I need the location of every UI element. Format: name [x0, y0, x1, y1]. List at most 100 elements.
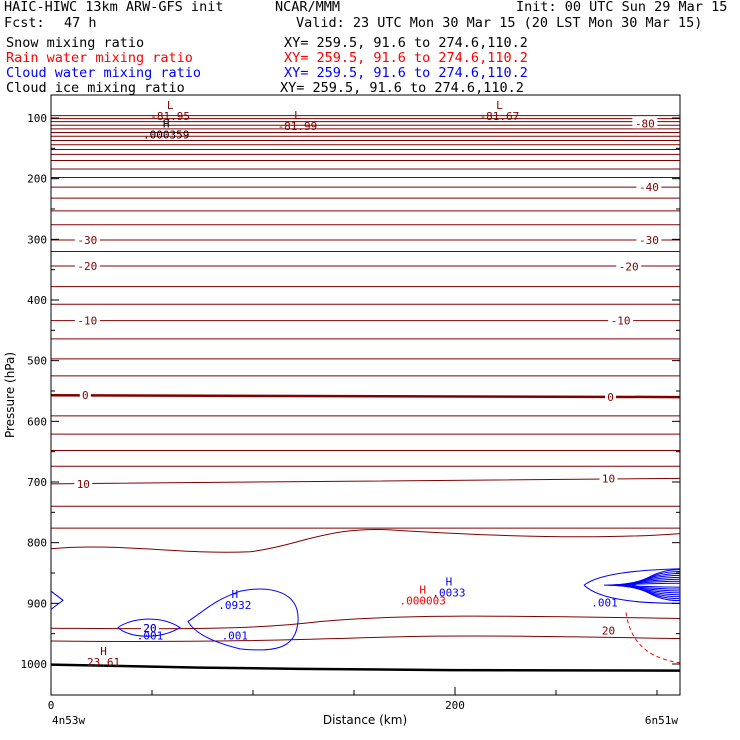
isotherm-line [50, 159, 681, 162]
init-time: Init: 00 UTC Sun 29 Mar 15 [516, 0, 728, 15]
extremum-value: -81.99 [278, 120, 318, 133]
isotherm-line [50, 186, 681, 188]
plot-frame [50, 94, 681, 696]
rain-contour [625, 612, 681, 664]
isotherm-line [50, 120, 681, 123]
extremum-value: -81.95 [150, 110, 190, 123]
y-tick-label: 600 [27, 415, 47, 428]
x-tick-label: 200 [445, 699, 465, 712]
isotherm-line [50, 128, 681, 130]
contour-label-bg [74, 233, 100, 245]
isotherm-label: -10 [611, 315, 631, 328]
cloud-water-contour [603, 582, 681, 588]
isotherm-label: 0 [82, 389, 89, 402]
valid-time: Valid: 23 UTC Mon 30 Mar 15 (20 LST Mon … [296, 15, 703, 31]
isotherm-line [50, 114, 681, 117]
isotherm-line [50, 527, 681, 529]
cloud-water-contour [50, 590, 64, 610]
y-tick-label: 300 [27, 233, 47, 246]
isotherm-line [50, 303, 681, 306]
isotherm-line [50, 139, 681, 142]
isotherm-line [50, 135, 681, 137]
extremum-marker: L [294, 109, 301, 122]
chart-title: HAIC-HIWC 13km ARW-GFS init [4, 0, 224, 15]
plot-frame-rect [50, 94, 681, 696]
cloud-water-contour [623, 572, 681, 598]
field-xy-cloud-ice: XY= 259.5, 91.6 to 274.6,110.2 [280, 80, 524, 96]
fcst-value: 47 h [64, 15, 97, 31]
contour-label-bg [605, 391, 617, 403]
y-tick-label: 700 [27, 476, 47, 489]
contour-label-bg [636, 233, 662, 245]
isotherm-line [50, 375, 681, 377]
isotherm-line [50, 124, 681, 127]
isotherm-label: 10 [602, 472, 615, 485]
isotherm-line [50, 529, 681, 553]
isotherm-label: -20 [77, 260, 97, 273]
x-axis-label: Distance (km) [323, 713, 407, 727]
isotherm-line [50, 168, 681, 170]
isotherm-line [50, 117, 681, 120]
field-name-cloud-water: Cloud water mixing ratio [6, 65, 202, 81]
isotherm-label: -40 [639, 181, 659, 194]
contour-label-bg [636, 181, 662, 193]
field-xy-rain: XY= 259.5, 91.6 to 274.6,110.2 [284, 50, 528, 66]
extremum-value: .0033 [432, 587, 465, 600]
field-name-cloud-ice: Cloud ice mixing ratio [6, 80, 185, 96]
isotherm-line [50, 143, 681, 146]
isotherm-label: -80 [635, 117, 655, 130]
contour-label-bg [599, 472, 618, 484]
isotherm-line [50, 131, 681, 134]
cloud-water-contour [615, 576, 681, 594]
y-tick-label: 800 [27, 537, 47, 550]
cloud-water-label: .001 [137, 629, 164, 642]
extremum-marker: H [446, 576, 453, 589]
field-xy-cloud-water: XY= 259.5, 91.6 to 274.6,110.2 [284, 65, 528, 81]
cloud-water-contour [583, 568, 681, 586]
contour-label-bg [140, 622, 159, 634]
contour-label-bg [74, 477, 93, 489]
isotherm-zero-line [50, 393, 681, 399]
org-label: NCAR/MMM [275, 0, 341, 15]
isotherm-line [50, 197, 681, 199]
field-name-rain: Rain water mixing ratio [6, 50, 193, 66]
isotherm-line [50, 465, 681, 468]
cloud-water-label: 20 [143, 622, 156, 635]
extremum-marker: L [167, 99, 174, 112]
isotherm-line [50, 239, 681, 241]
extremum-marker: H [163, 118, 170, 131]
isotherm-label: -30 [77, 234, 97, 247]
extremum-value: .000003 [400, 595, 446, 608]
contour-label-bg [608, 314, 634, 326]
isotherm-line [50, 176, 681, 179]
y-axis-label: Pressure (hPa) [3, 352, 17, 438]
isotherm-line [50, 477, 681, 485]
contour-label-bg [599, 624, 618, 636]
isotherm-line [50, 153, 681, 156]
isotherm-line [50, 433, 681, 435]
isotherm-line [50, 250, 681, 253]
extremum-value: .000359 [143, 129, 189, 142]
isotherm-line [50, 338, 681, 340]
y-tick-label: 500 [27, 355, 47, 368]
isotherm-line [50, 148, 681, 151]
y-tick-label: 400 [27, 294, 47, 307]
cloud-water-contour [117, 618, 181, 637]
cloud-water-contour [627, 571, 681, 600]
isotherm-label: 10 [77, 478, 90, 491]
isotherm-line [50, 449, 681, 452]
terrain-line [50, 663, 681, 672]
extremum-marker: H [100, 645, 107, 658]
isotherm-line [50, 635, 681, 642]
cloud-water-contour [631, 569, 681, 602]
y-tick-label: 200 [27, 173, 47, 186]
isotherm-line [50, 210, 681, 212]
extremum-marker: H [419, 584, 426, 597]
extremum-marker: L [496, 99, 503, 112]
cloud-water-contour [619, 574, 681, 596]
contour-label-bg [74, 314, 100, 326]
isotherm-label: 0 [607, 391, 614, 404]
contour-label-bg [79, 389, 91, 401]
cloud-water-contour [187, 588, 299, 651]
